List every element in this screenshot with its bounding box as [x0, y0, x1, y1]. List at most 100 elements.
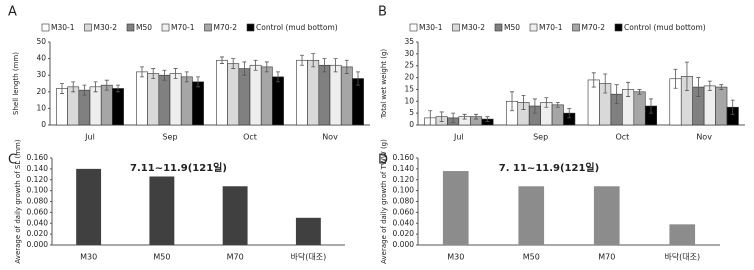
bar: [296, 59, 308, 126]
panel-label: C: [8, 153, 17, 168]
legend-label: M30-2: [462, 23, 486, 32]
annotation: 7.11~11.9(121일): [130, 161, 227, 174]
error-bar: [344, 59, 349, 74]
error-bar: [648, 98, 653, 114]
bar: [633, 91, 646, 126]
y-axis-title: Average of daily growth of SL (mm): [14, 139, 22, 263]
bar: [593, 186, 620, 245]
y-tick-label: 0.080: [393, 197, 415, 206]
y-tick-label: 0.160: [393, 153, 415, 162]
bar: [318, 64, 331, 126]
legend-swatch: [614, 23, 623, 32]
legend-swatch: [126, 23, 135, 32]
error-bar: [82, 84, 87, 96]
error-bar: [116, 84, 120, 93]
error-bar: [637, 89, 642, 95]
y-tick-label: 0.020: [27, 229, 49, 238]
legend-label: M50: [504, 23, 520, 32]
error-bar: [184, 71, 189, 83]
legend-label: M30-1: [51, 23, 75, 32]
bar: [551, 104, 564, 126]
error-bar: [60, 83, 64, 94]
bar: [715, 86, 728, 126]
y-tick-label: 10: [404, 96, 414, 105]
y-tick-label: 35: [404, 37, 414, 46]
bar: [669, 224, 696, 245]
y-tick-label: 0.140: [27, 164, 49, 173]
x-tick-label: Sep: [162, 133, 177, 142]
x-tick-label: Oct: [243, 133, 257, 142]
y-tick-label: 0.000: [393, 240, 415, 249]
error-bar: [333, 58, 338, 73]
y-tick-label: 50: [36, 37, 46, 46]
bar: [238, 68, 251, 126]
bar: [89, 86, 102, 126]
bar: [249, 64, 262, 126]
error-bar: [140, 66, 144, 78]
error-bar: [684, 61, 689, 92]
y-tick-label: 0.040: [393, 218, 415, 227]
error-bar: [428, 110, 433, 126]
bar: [227, 63, 240, 126]
error-bar: [730, 99, 735, 115]
bar: [703, 85, 716, 126]
error-bar: [151, 68, 156, 79]
legend-label: M30-1: [419, 23, 443, 32]
legend-label: Control (mud bottom): [624, 23, 706, 32]
x-tick-label: M30: [80, 253, 97, 262]
error-bar: [485, 116, 490, 122]
y-tick-label: 5: [409, 108, 414, 117]
error-bar: [311, 53, 316, 68]
bar: [307, 59, 320, 126]
y-tick-label: 0: [409, 120, 414, 129]
bar: [76, 168, 102, 245]
legend-label: M70-2: [214, 23, 238, 32]
error-bar: [104, 79, 109, 91]
bar: [56, 88, 68, 126]
x-tick-label: 바닥(대조): [664, 252, 700, 262]
y-tick-label: 0.060: [393, 207, 415, 216]
y-tick-label: 30: [36, 70, 46, 79]
x-tick-label: 바닥(대조): [291, 252, 327, 262]
bar: [260, 66, 273, 126]
error-bar: [474, 113, 479, 120]
bar: [442, 171, 469, 245]
bar: [149, 176, 175, 245]
legend-label: M50: [136, 23, 152, 32]
x-tick-label: Jul: [453, 133, 464, 142]
x-tick-label: M70: [598, 253, 615, 262]
bar: [147, 73, 160, 126]
y-tick-label: 0.100: [27, 186, 49, 195]
y-tick-label: 0.060: [27, 207, 49, 216]
legend-swatch: [41, 23, 50, 32]
error-bar: [719, 84, 724, 90]
legend-swatch: [409, 23, 418, 32]
bar: [169, 73, 182, 126]
y-tick-label: 0.160: [27, 153, 49, 162]
y-axis-title: Total wet weight (g): [380, 49, 388, 120]
error-bar: [439, 111, 444, 122]
bar: [67, 86, 80, 126]
y-axis-title: Shell length (mm): [12, 52, 20, 115]
annotation: 7. 11~11.9(121일): [499, 161, 599, 174]
error-bar: [173, 68, 178, 79]
legend-swatch: [529, 23, 538, 32]
error-bar: [521, 94, 526, 110]
legend-swatch: [84, 23, 92, 32]
error-bar: [264, 61, 269, 73]
legend-swatch: [246, 23, 255, 32]
legend-swatch: [572, 23, 580, 32]
error-bar: [696, 77, 701, 97]
panel-label: D: [378, 153, 388, 168]
error-bar: [242, 61, 247, 76]
error-bar: [707, 80, 712, 92]
legend-swatch: [452, 23, 460, 32]
y-tick-label: 0.120: [393, 175, 415, 184]
error-bar: [253, 59, 258, 71]
y-tick-label: 40: [36, 54, 46, 63]
x-tick-label: Nov: [696, 133, 712, 142]
y-axis-title: Average of daily growth of TWW (g): [380, 139, 388, 264]
error-bar: [220, 56, 224, 64]
error-bar: [462, 113, 467, 120]
